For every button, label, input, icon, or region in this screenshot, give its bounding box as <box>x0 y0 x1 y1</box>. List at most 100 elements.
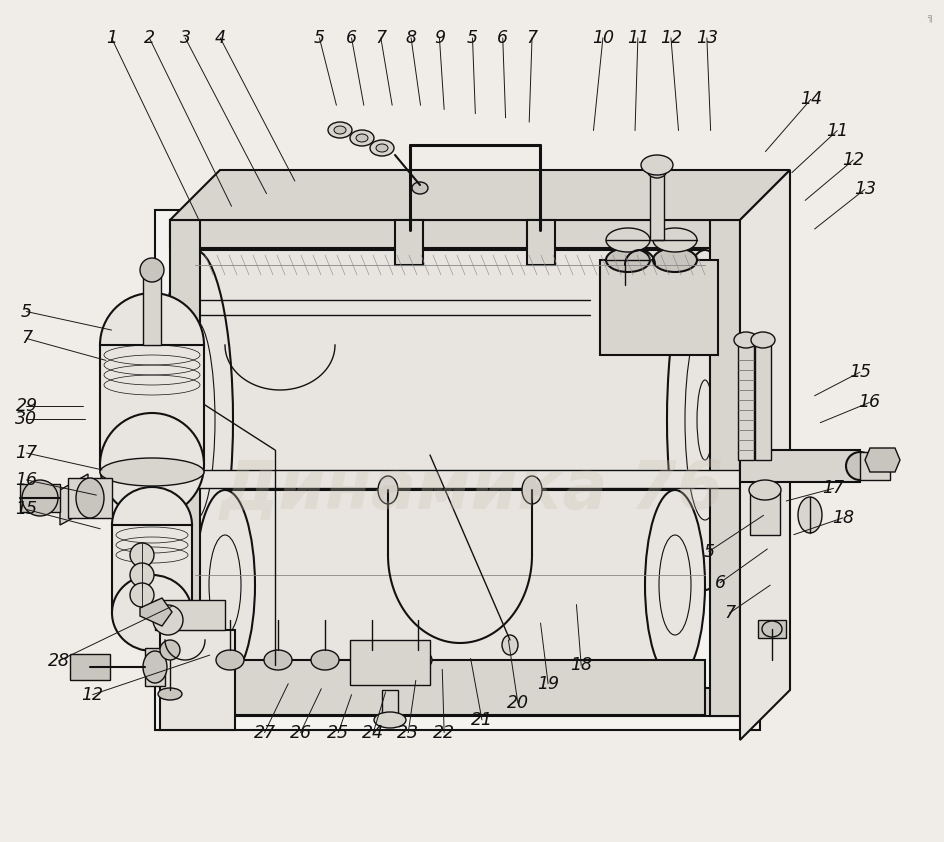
Text: 12: 12 <box>81 685 104 704</box>
Text: 12: 12 <box>659 29 682 47</box>
Polygon shape <box>864 448 899 472</box>
Ellipse shape <box>376 144 388 152</box>
Bar <box>750 490 779 535</box>
Text: 26: 26 <box>289 723 312 742</box>
Bar <box>739 450 859 482</box>
Ellipse shape <box>130 543 154 567</box>
Ellipse shape <box>130 583 154 607</box>
Text: 14: 14 <box>799 90 821 109</box>
Text: 11: 11 <box>825 121 848 140</box>
Ellipse shape <box>349 130 374 146</box>
Text: 13: 13 <box>695 29 717 47</box>
Bar <box>381 690 397 720</box>
Ellipse shape <box>845 452 873 480</box>
Bar <box>170 470 739 488</box>
Ellipse shape <box>328 122 351 138</box>
Ellipse shape <box>112 487 192 563</box>
Bar <box>527 220 554 265</box>
Text: 17: 17 <box>15 444 38 462</box>
Text: 29: 29 <box>15 397 38 415</box>
Bar <box>194 250 704 590</box>
Ellipse shape <box>797 497 821 533</box>
Text: 21: 21 <box>470 711 493 729</box>
Text: 6: 6 <box>497 29 508 47</box>
Text: 20: 20 <box>506 694 529 712</box>
Text: 6: 6 <box>714 573 725 592</box>
Ellipse shape <box>333 126 346 134</box>
Ellipse shape <box>76 478 104 518</box>
Text: 8: 8 <box>405 29 416 47</box>
Text: 6: 6 <box>346 29 357 47</box>
Bar <box>170 220 739 248</box>
Bar <box>112 525 192 613</box>
Ellipse shape <box>605 228 649 252</box>
Bar <box>160 630 235 730</box>
Ellipse shape <box>22 480 58 516</box>
Ellipse shape <box>100 293 204 397</box>
Text: 2: 2 <box>143 29 155 47</box>
Ellipse shape <box>194 490 255 680</box>
Ellipse shape <box>501 635 517 655</box>
Bar <box>599 260 717 355</box>
Ellipse shape <box>263 650 292 670</box>
Text: 24: 24 <box>362 723 384 742</box>
Text: 23: 23 <box>396 723 419 742</box>
Text: 12: 12 <box>841 151 864 169</box>
Text: 15: 15 <box>15 500 38 519</box>
Ellipse shape <box>750 332 774 348</box>
Text: 18: 18 <box>831 509 853 527</box>
Text: 13: 13 <box>852 180 875 199</box>
Text: 15: 15 <box>848 363 870 381</box>
Text: 5: 5 <box>313 29 325 47</box>
Ellipse shape <box>749 480 780 500</box>
Bar <box>100 345 204 465</box>
Ellipse shape <box>100 413 204 517</box>
Text: ╗: ╗ <box>926 13 932 23</box>
Bar <box>143 270 160 345</box>
Ellipse shape <box>666 250 742 590</box>
Bar <box>349 640 430 685</box>
Polygon shape <box>739 170 789 740</box>
Bar <box>709 220 739 716</box>
Text: 9: 9 <box>433 29 445 47</box>
Text: 19: 19 <box>536 674 559 693</box>
Polygon shape <box>170 170 789 220</box>
Text: 27: 27 <box>253 723 276 742</box>
Bar <box>649 170 664 240</box>
Bar <box>757 620 785 638</box>
Bar <box>155 600 225 630</box>
Ellipse shape <box>157 250 233 590</box>
Text: 5: 5 <box>702 542 714 561</box>
Text: 7: 7 <box>723 604 734 622</box>
Text: 17: 17 <box>821 479 844 498</box>
Ellipse shape <box>761 621 782 637</box>
Text: 11: 11 <box>626 29 649 47</box>
Bar <box>170 688 739 716</box>
Ellipse shape <box>378 476 397 504</box>
Bar <box>737 340 753 460</box>
Bar <box>754 340 770 460</box>
Text: 25: 25 <box>327 723 349 742</box>
Polygon shape <box>59 474 88 525</box>
Bar <box>395 220 423 265</box>
Ellipse shape <box>412 182 428 194</box>
Bar <box>70 654 110 680</box>
Text: 7: 7 <box>375 29 386 47</box>
Bar <box>859 452 889 480</box>
Text: 10: 10 <box>591 29 614 47</box>
Ellipse shape <box>158 688 182 700</box>
Ellipse shape <box>521 476 542 504</box>
Polygon shape <box>20 484 59 512</box>
Ellipse shape <box>404 650 431 670</box>
Ellipse shape <box>356 134 367 142</box>
Text: Динамика 76: Динамика 76 <box>220 457 723 523</box>
Ellipse shape <box>652 248 697 272</box>
Text: 28: 28 <box>47 652 70 670</box>
Text: 5: 5 <box>466 29 478 47</box>
Ellipse shape <box>160 640 179 660</box>
Ellipse shape <box>112 575 192 651</box>
Bar <box>170 220 200 716</box>
Text: 5: 5 <box>21 302 32 321</box>
Text: 16: 16 <box>15 471 38 489</box>
Text: 7: 7 <box>526 29 537 47</box>
